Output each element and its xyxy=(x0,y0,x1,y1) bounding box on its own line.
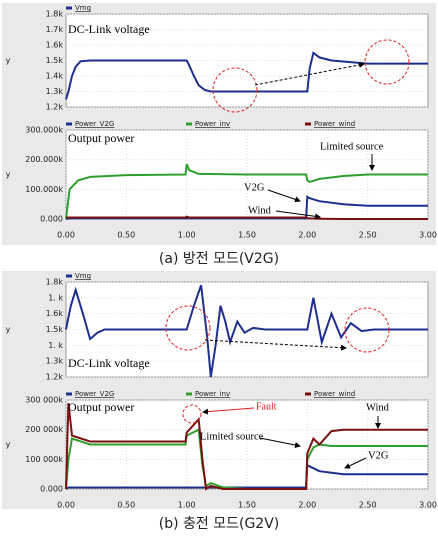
annotation: Limited source xyxy=(200,431,264,442)
annotation: Fault xyxy=(256,401,277,412)
x-tick-label: 2.00 xyxy=(298,231,316,240)
annotation: Output power xyxy=(68,400,134,414)
highlight-circle xyxy=(364,39,410,85)
y-tick-label: 1.2k xyxy=(46,103,64,112)
y-axis-label: y xyxy=(6,325,11,334)
annotation: Output power xyxy=(68,131,134,145)
arrow xyxy=(275,210,321,220)
legend-label: Power_V2G xyxy=(75,390,114,398)
y-tick-label: 300.000k xyxy=(25,126,63,135)
legend-label: Vmg xyxy=(75,272,91,280)
x-tick-label: 1.50 xyxy=(238,501,256,510)
legend-label: Power_V2G xyxy=(75,120,114,128)
legend-label: Power_wind xyxy=(314,120,355,128)
series-line xyxy=(65,51,428,100)
y-tick-label: 1. k xyxy=(48,341,63,350)
series-line xyxy=(65,284,428,378)
x-tick-label: 3.00 xyxy=(419,501,437,510)
y-tick-label: 200 000k xyxy=(25,425,63,434)
x-tick-label: 0.00 xyxy=(57,501,75,510)
y-axis-label: y xyxy=(6,56,11,65)
x-tick-label: 3.00 xyxy=(419,231,437,240)
legend-label: Vmg xyxy=(75,4,91,12)
y-tick-label: 300 000k xyxy=(25,396,63,405)
annotation: Limited source xyxy=(320,141,384,152)
y-tick-label: 1.8k xyxy=(46,10,64,19)
x-tick-label: 2.50 xyxy=(359,231,377,240)
annotation: DC-Link voltage xyxy=(68,22,150,36)
annotation: Wind xyxy=(366,402,390,413)
legend-label: Power_inv xyxy=(195,120,230,128)
caption: (a) 방전 모드(V2G) xyxy=(159,251,279,267)
y-tick-label: 100.000k xyxy=(25,185,63,194)
y-tick-label: 1.4k xyxy=(46,72,64,81)
arrow xyxy=(344,457,367,469)
highlight-circle xyxy=(344,307,390,353)
y-tick-label: 1.2k xyxy=(46,373,64,382)
y-tick-label: 200.000k xyxy=(25,155,63,164)
series-line xyxy=(65,402,428,491)
y-tick-label: 1.3k xyxy=(46,357,64,366)
legend-label: Power_inv xyxy=(195,390,230,398)
x-tick-label: 0.00 xyxy=(57,231,75,240)
legend-label: Power_wind xyxy=(314,390,355,398)
y-axis-label: y xyxy=(6,440,11,449)
annotation: V2G xyxy=(368,450,389,461)
arrow xyxy=(204,339,347,351)
arrow xyxy=(254,62,365,86)
y-tick-label: 0.000 xyxy=(40,215,63,224)
decorations xyxy=(165,39,410,469)
arrow xyxy=(267,189,301,203)
highlight-circle xyxy=(182,404,202,424)
y-tick-label: 0.000 xyxy=(40,485,63,494)
y-axis-label: y xyxy=(6,170,11,179)
highlight-circle xyxy=(165,305,211,351)
x-tick-label: 1.00 xyxy=(178,501,196,510)
annotation: V2G xyxy=(244,182,265,193)
y-tick-label: 1.6k xyxy=(46,309,64,318)
x-tick-label: 1.50 xyxy=(238,231,256,240)
y-tick-label: 1.5k xyxy=(46,325,64,334)
highlight-circle xyxy=(212,67,258,113)
series-line xyxy=(65,163,428,220)
x-tick-label: 2.50 xyxy=(359,501,377,510)
y-tick-label: 1.8k xyxy=(46,278,64,287)
caption: (b) 충전 모드(G2V) xyxy=(159,516,280,532)
x-tick-label: 1.00 xyxy=(178,231,196,240)
series-line xyxy=(65,428,428,490)
arrow xyxy=(259,437,301,448)
x-tick-label: 0.50 xyxy=(117,231,135,240)
y-tick-label: 1.5k xyxy=(46,56,64,65)
y-tick-label: 1.6k xyxy=(46,41,64,50)
annotation: DC-Link voltage xyxy=(68,356,150,370)
arrow xyxy=(202,407,255,415)
y-tick-label: 100 000k xyxy=(25,455,63,464)
y-tick-label: 1.7k xyxy=(46,25,64,34)
series-line xyxy=(66,215,428,220)
annotation: Wind xyxy=(248,205,272,216)
y-tick-label: 1.3k xyxy=(46,87,64,96)
y-tick-label: 1. k xyxy=(48,293,63,302)
x-tick-label: 0.50 xyxy=(117,501,135,510)
x-tick-label: 2.00 xyxy=(298,501,316,510)
